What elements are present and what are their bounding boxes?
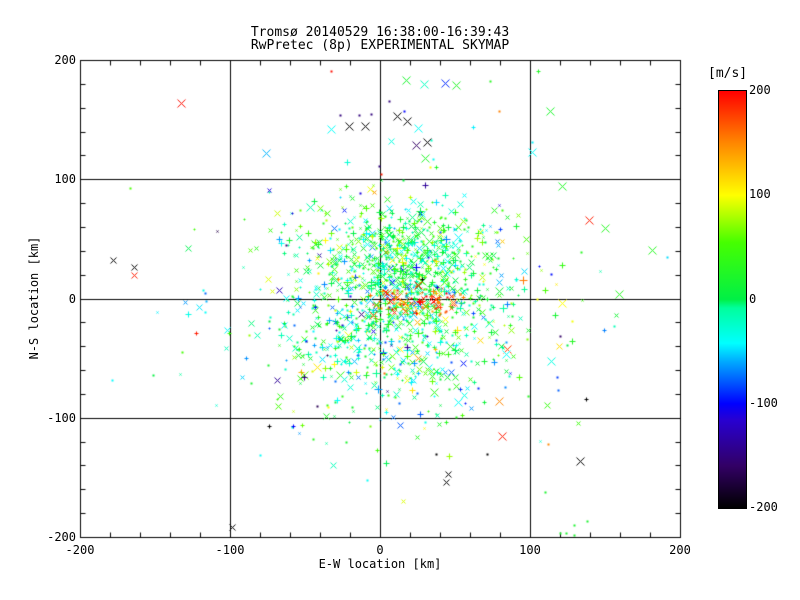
colorbar-tick-label: 100 bbox=[749, 187, 771, 202]
y-tick-label: -200 bbox=[47, 530, 76, 544]
colorbar-unit-label: [m/s] bbox=[708, 66, 748, 81]
chart-title: Tromsø 20140529 16:38:00-16:39:43 bbox=[250, 25, 510, 40]
x-axis-label: E-W location [km] bbox=[318, 557, 442, 571]
y-tick-label: -100 bbox=[47, 410, 76, 425]
x-tick-label: -200 bbox=[65, 543, 95, 557]
x-tick-label: 100 bbox=[519, 543, 541, 557]
y-tick-label: 200 bbox=[54, 53, 76, 67]
colorbar-tick-label: 0 bbox=[749, 291, 757, 306]
y-tick-label: 0 bbox=[68, 291, 76, 306]
x-tick-label: -100 bbox=[215, 543, 245, 557]
chart-subtitle: RwPretec (8p) EXPERIMENTAL SKYMAP bbox=[250, 38, 510, 53]
colorbar-tick-label: -100 bbox=[749, 395, 778, 410]
y-tick-label: 100 bbox=[54, 172, 76, 187]
colorbar-tick-label: -200 bbox=[749, 500, 778, 514]
colorbar-gradient bbox=[718, 90, 747, 509]
x-tick-label: 200 bbox=[669, 543, 691, 557]
colorbar-tick-label: 200 bbox=[749, 83, 771, 97]
x-tick-label: 0 bbox=[376, 543, 384, 557]
